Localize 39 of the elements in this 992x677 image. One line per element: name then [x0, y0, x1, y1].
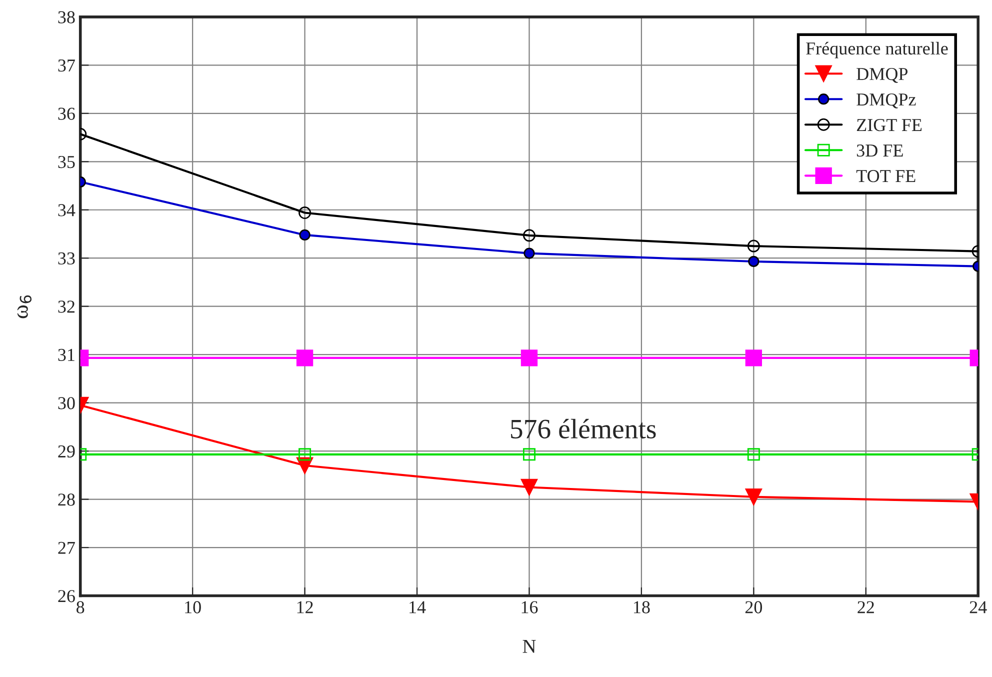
legend-label: ZIGT FE — [856, 118, 922, 132]
x-tick-label: 8 — [76, 601, 84, 614]
point — [522, 229, 536, 242]
legend-title: Fréquence naturelle — [806, 42, 948, 58]
point — [520, 478, 538, 496]
legend-label: TOT FE — [856, 170, 916, 182]
x-tick-label: 12 — [297, 601, 313, 614]
y-tick-label: 36 — [58, 108, 75, 120]
x-tick-label: 14 — [410, 601, 426, 614]
y-tick-label: 26 — [58, 590, 75, 602]
y-tick-label: 27 — [58, 542, 75, 554]
legend-label: 3D FE — [856, 144, 903, 157]
x-tick-label: 22 — [858, 601, 874, 614]
point — [299, 229, 310, 241]
y-tick-label: 31 — [58, 348, 74, 362]
point — [524, 248, 535, 259]
x-tick-label: 16 — [522, 601, 538, 614]
y-tick-label: 37 — [58, 59, 75, 72]
point — [520, 350, 538, 366]
x-tick-label: 10 — [185, 601, 201, 614]
point — [296, 350, 314, 366]
y-axis-title: ω$_{6}$ — [17, 295, 32, 318]
y-tick-label: 38 — [58, 11, 75, 24]
legend-label: DMQP — [856, 68, 908, 83]
y-tick-label: 35 — [58, 156, 75, 168]
point — [298, 448, 312, 461]
x-tick-label: 24 — [970, 601, 987, 614]
point — [522, 448, 536, 461]
point — [298, 206, 312, 220]
y-tick-label: 32 — [58, 300, 74, 313]
y-tick-label: 30 — [58, 397, 75, 410]
y-tick-label: 34 — [58, 204, 76, 216]
y-tick-label: 33 — [58, 252, 75, 265]
x-tick-label: 18 — [634, 601, 650, 614]
y-tick-label: 28 — [58, 494, 75, 506]
x-axis-title: N — [522, 640, 536, 653]
y-tick-label: 29 — [58, 445, 75, 458]
legend-label: DMQPz — [856, 93, 916, 108]
x-tick-label: 20 — [745, 601, 762, 614]
